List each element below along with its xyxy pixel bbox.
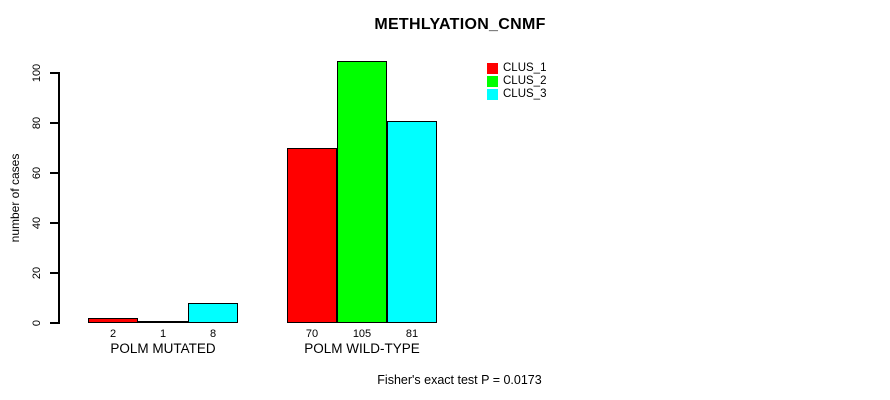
legend: CLUS_1 CLUS_2 CLUS_3 (487, 62, 546, 101)
bar-value-label: 2 (109, 328, 117, 340)
bar-clus_1 (88, 318, 138, 323)
legend-item: CLUS_2 (487, 75, 546, 88)
y-axis-tick-label: 0 (31, 319, 43, 327)
legend-item: CLUS_1 (487, 62, 546, 75)
y-axis-line (57, 72, 60, 324)
y-axis-tick (50, 172, 58, 174)
legend-swatch-clus_1 (487, 63, 498, 74)
legend-label: CLUS_1 (503, 62, 547, 74)
bar-clus_2 (337, 60, 387, 323)
bar-value-label: 70 (305, 328, 319, 340)
legend-label: CLUS_2 (503, 75, 547, 87)
x-category-label: POLM MUTATED (110, 341, 216, 356)
y-axis-tick (50, 272, 58, 274)
x-category-label: POLM WILD-TYPE (304, 341, 420, 356)
legend-label: CLUS_3 (503, 88, 547, 100)
y-axis-tick (50, 72, 58, 74)
bar-clus_1 (287, 148, 337, 323)
y-axis-tick-label: 40 (31, 216, 43, 230)
bar-clus_3 (387, 120, 437, 323)
bar-clus_3 (188, 303, 238, 323)
bar-value-label: 81 (405, 328, 419, 340)
bar-clus_2 (138, 320, 188, 323)
legend-swatch-clus_2 (487, 76, 498, 87)
annotation-text: Fisher's exact test P = 0.0173 (377, 373, 542, 387)
y-axis-tick-label: 80 (31, 116, 43, 130)
y-axis-tick (50, 122, 58, 124)
y-axis-tick-label: 100 (31, 63, 43, 83)
bar-value-label: 1 (159, 328, 167, 340)
y-axis-tick-label: 60 (31, 166, 43, 180)
chart-title: METHLYATION_CNMF (374, 16, 546, 33)
legend-swatch-clus_3 (487, 89, 498, 100)
y-axis-tick (50, 322, 58, 324)
y-axis-tick-label: 20 (31, 266, 43, 280)
legend-item: CLUS_3 (487, 88, 546, 101)
bar-value-label: 8 (209, 328, 217, 340)
y-axis-tick (50, 222, 58, 224)
bar-value-label: 105 (352, 328, 372, 340)
